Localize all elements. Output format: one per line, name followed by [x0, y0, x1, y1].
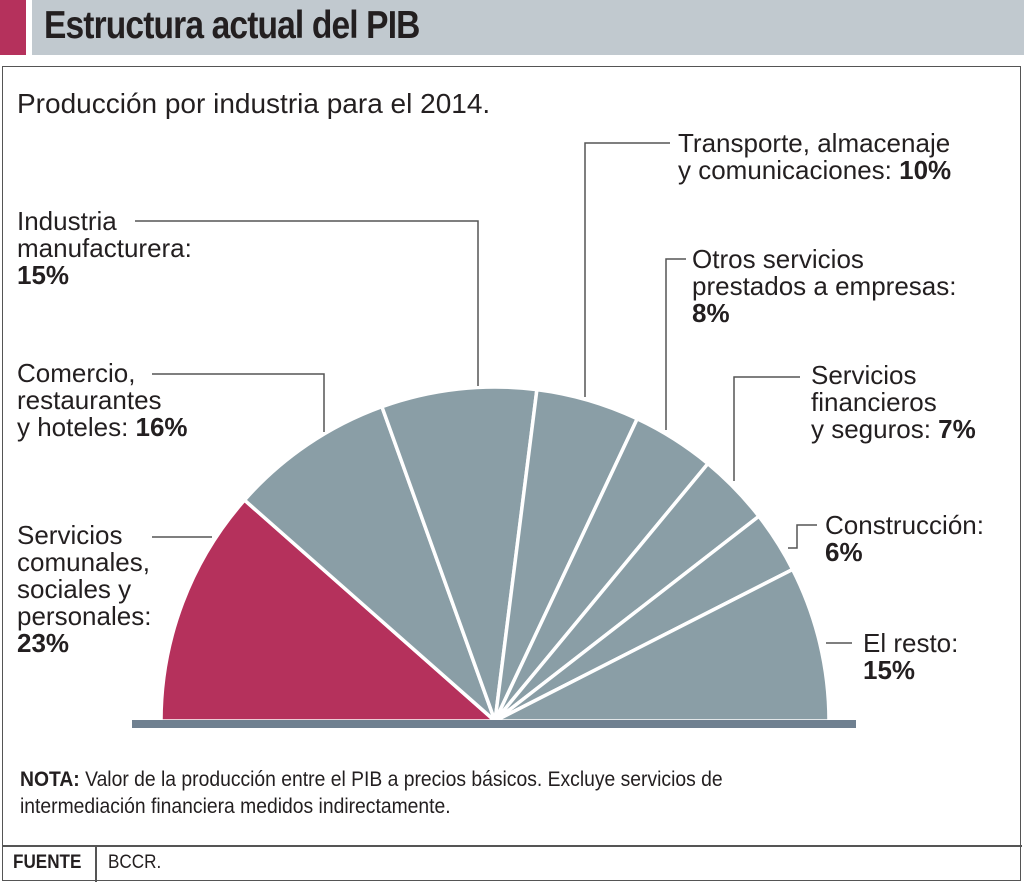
leader-transporte [584, 142, 670, 397]
footer-column-divider [95, 846, 97, 882]
header-band [32, 0, 1024, 55]
note-line1: Valor de la producción entre el PIB a pr… [79, 768, 723, 791]
slice-value: 16% [135, 412, 188, 442]
chart-frame [2, 66, 1021, 881]
slice-label-comercio: Comercio, restaurantes y hoteles: 16% [17, 358, 188, 442]
slice-label-servicios-comunales: Servicios comunales, sociales y personal… [17, 520, 152, 658]
chart-subtitle: Producción por industria para el 2014. [17, 88, 491, 119]
footer-divider [2, 845, 1022, 847]
leader-industria [135, 220, 479, 386]
chart-note: NOTA: Valor de la producción entre el PI… [20, 766, 723, 820]
note-line2: intermediación financiera medidos indire… [20, 795, 451, 818]
leader-construccion [788, 524, 817, 549]
slice-label-otros-servicios: Otros servicios prestados a empresas: 8% [692, 244, 957, 328]
slice-label-servicios-financieros: Servicios financieros y seguros: 7% [811, 360, 976, 444]
source-label: FUENTE [13, 852, 82, 873]
slice-value: 15% [17, 260, 70, 290]
note-label: NOTA: [20, 768, 80, 791]
pie-slice-el-resto [493, 567, 831, 723]
leader-comercio [152, 373, 325, 432]
chart-title: Estructura actual del PIB [44, 4, 420, 47]
slice-value: 8% [692, 298, 730, 328]
source-value: BCCR. [108, 852, 162, 873]
pie-slice-comercio [242, 404, 497, 723]
chart-baseline [132, 720, 856, 728]
slice-value: 7% [938, 414, 976, 444]
pie-slice-industria [380, 385, 539, 723]
leader-servicios-financieros [733, 376, 800, 481]
slice-label-industria: Industria manufacturera: 15% [17, 206, 192, 290]
slice-label-construccion: Construcción: 6% [825, 510, 984, 567]
pie-slice-servicios-comunales [159, 498, 497, 723]
leader-otros-servicios [665, 258, 686, 430]
slice-label-el-resto: El resto: 15% [863, 628, 959, 685]
slice-value: 10% [899, 155, 952, 185]
slice-value: 15% [863, 655, 916, 685]
slice-value: 6% [825, 537, 863, 567]
slice-value: 23% [17, 628, 70, 658]
slice-label-transporte: Transporte, almacenaje y comunicaciones:… [678, 128, 952, 185]
header-accent [0, 0, 26, 55]
